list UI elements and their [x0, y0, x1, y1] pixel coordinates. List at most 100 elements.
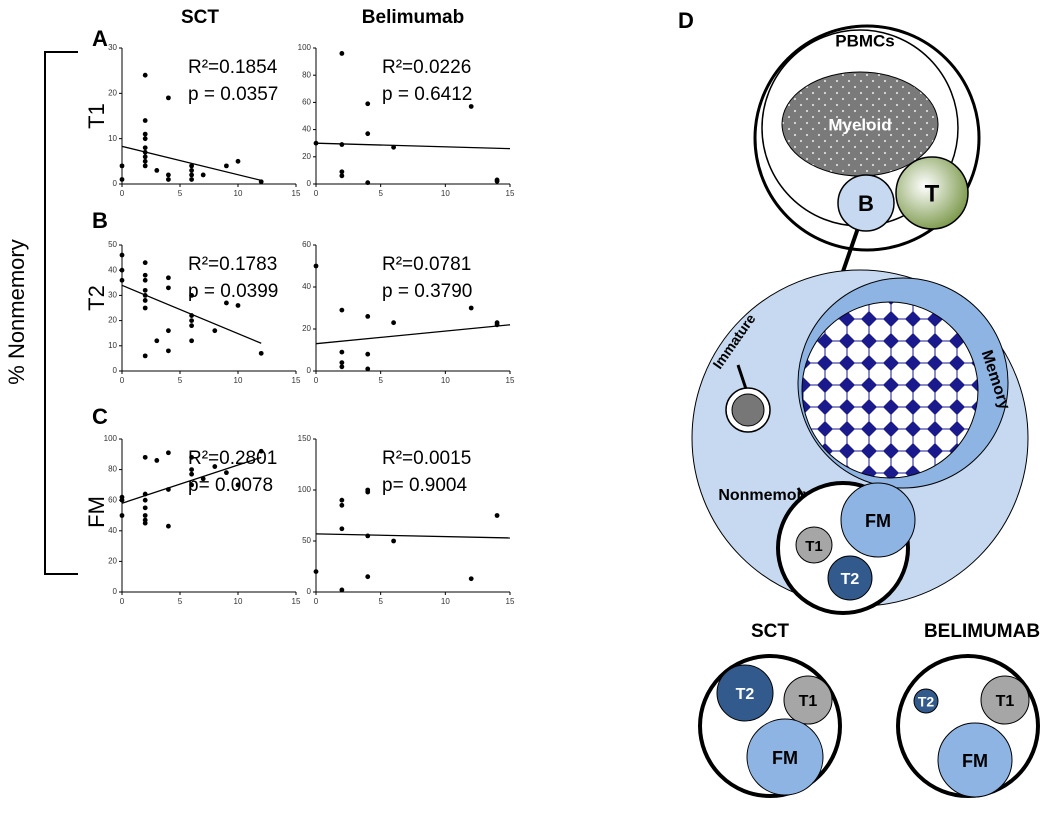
panel-label: C	[92, 404, 108, 429]
annotation: R²=0.1783	[188, 254, 277, 275]
y-tick-label: 10	[108, 134, 117, 143]
y-tick-label: 40	[108, 265, 117, 274]
point	[339, 349, 345, 355]
x-tick-label: 10	[234, 189, 243, 198]
point	[494, 320, 500, 326]
point	[339, 526, 345, 532]
point	[142, 491, 148, 497]
annotation: R²=0.1854	[188, 57, 278, 78]
point	[166, 177, 171, 182]
point	[189, 467, 195, 472]
point	[142, 72, 148, 78]
bracket	[44, 51, 78, 575]
label: Nonmemory	[718, 487, 811, 504]
point	[365, 101, 371, 107]
label: T	[925, 180, 940, 207]
y-tick-label: 100	[298, 43, 312, 52]
point	[142, 287, 148, 293]
point	[154, 168, 160, 173]
y-tick-label: 0	[307, 587, 312, 596]
y-tick-label: 10	[108, 341, 117, 350]
point	[468, 576, 474, 582]
point	[391, 320, 396, 326]
x-tick-label: 10	[441, 189, 450, 198]
annotation: R²=0.0015	[382, 448, 471, 469]
y-tick-label: 0	[113, 587, 118, 596]
fm-circle	[746, 718, 824, 796]
point	[189, 318, 195, 323]
point	[119, 277, 125, 283]
point	[258, 350, 264, 356]
row-label: FM	[84, 496, 109, 528]
point	[142, 136, 148, 142]
x-tick-label: 15	[292, 376, 301, 385]
annotation: R²=0.0781	[382, 254, 471, 275]
point	[142, 353, 148, 359]
point	[142, 163, 148, 169]
y-tick-label: 20	[302, 324, 311, 333]
label: BELIMUMAB	[924, 621, 1040, 642]
annotation: p = 0.3790	[382, 281, 472, 302]
point	[189, 177, 195, 182]
point	[391, 144, 396, 150]
label: T1	[799, 693, 818, 710]
t1-circle	[795, 526, 833, 564]
point	[189, 454, 195, 460]
point	[391, 538, 396, 544]
point	[339, 173, 345, 179]
point	[235, 482, 241, 488]
point	[142, 293, 148, 298]
x-tick-label: 10	[234, 376, 243, 385]
column-title: Belimumab	[362, 7, 464, 28]
point	[142, 497, 148, 503]
point	[258, 179, 264, 185]
y-tick-label: 40	[302, 125, 311, 134]
point	[235, 158, 241, 164]
point	[224, 300, 229, 306]
point	[154, 458, 160, 463]
x-tick-label: 0	[314, 189, 319, 198]
point	[142, 131, 148, 137]
point	[166, 523, 171, 529]
point	[189, 293, 195, 298]
point	[313, 569, 319, 574]
point	[189, 482, 195, 488]
y-tick-label: 60	[302, 240, 311, 249]
x-tick-label: 0	[314, 597, 319, 606]
y-tick-label: 100	[104, 434, 118, 443]
label: FM	[865, 511, 891, 531]
x-tick-label: 5	[178, 597, 183, 606]
point	[224, 163, 229, 169]
point	[142, 513, 148, 518]
point	[494, 178, 500, 184]
point	[189, 172, 195, 178]
t-cell	[895, 156, 969, 230]
t2-circle	[913, 688, 939, 714]
point	[142, 277, 148, 283]
point	[166, 95, 171, 101]
label: B	[858, 191, 874, 216]
point	[142, 158, 148, 164]
y-tick-label: 40	[108, 526, 117, 535]
point	[339, 360, 345, 365]
point	[189, 471, 195, 477]
point	[212, 328, 218, 334]
y-tick-label: 80	[302, 70, 311, 79]
x-tick-label: 5	[378, 189, 383, 198]
row-label: T2	[84, 285, 109, 311]
y-tick-label: 20	[108, 557, 117, 566]
annotation: R²=0.0226	[382, 57, 471, 78]
panel-label: B	[92, 208, 108, 233]
point	[365, 533, 371, 539]
label: T1	[996, 693, 1015, 710]
point	[235, 303, 241, 308]
point	[339, 502, 345, 508]
point	[189, 313, 195, 318]
x-tick-label: 0	[120, 597, 125, 606]
annotation: p = 0.6412	[382, 84, 472, 105]
point	[365, 314, 371, 319]
label: PBMCs	[835, 31, 895, 50]
point	[142, 145, 148, 151]
point	[119, 497, 125, 503]
